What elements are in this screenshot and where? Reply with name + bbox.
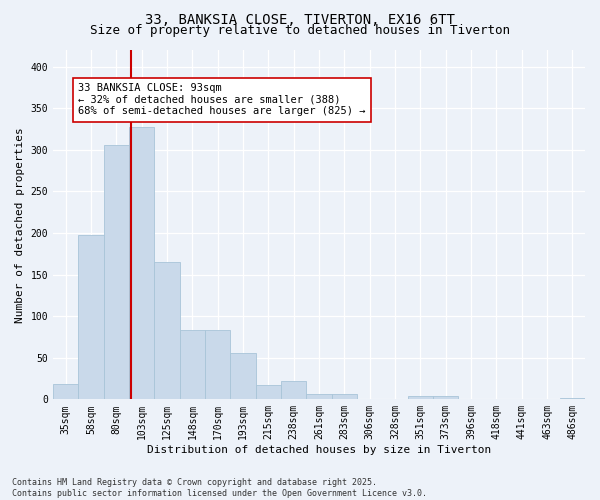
Bar [104, 145, 129, 400]
Bar [205, 330, 230, 400]
Bar [79, 236, 104, 400]
Bar [53, 384, 79, 400]
Bar [230, 353, 256, 400]
Bar [332, 394, 357, 400]
Bar [154, 262, 179, 400]
Text: 33 BANKSIA CLOSE: 93sqm
← 32% of detached houses are smaller (388)
68% of semi-d: 33 BANKSIA CLOSE: 93sqm ← 32% of detache… [79, 84, 366, 116]
Bar [407, 396, 433, 400]
Y-axis label: Number of detached properties: Number of detached properties [15, 127, 25, 322]
Bar [560, 398, 585, 400]
Text: Size of property relative to detached houses in Tiverton: Size of property relative to detached ho… [90, 24, 510, 37]
X-axis label: Distribution of detached houses by size in Tiverton: Distribution of detached houses by size … [147, 445, 491, 455]
Bar [433, 396, 458, 400]
Bar [307, 394, 332, 400]
Bar [129, 126, 154, 400]
Bar [281, 381, 307, 400]
Text: 33, BANKSIA CLOSE, TIVERTON, EX16 6TT: 33, BANKSIA CLOSE, TIVERTON, EX16 6TT [145, 12, 455, 26]
Bar [256, 385, 281, 400]
Bar [179, 330, 205, 400]
Text: Contains HM Land Registry data © Crown copyright and database right 2025.
Contai: Contains HM Land Registry data © Crown c… [12, 478, 427, 498]
